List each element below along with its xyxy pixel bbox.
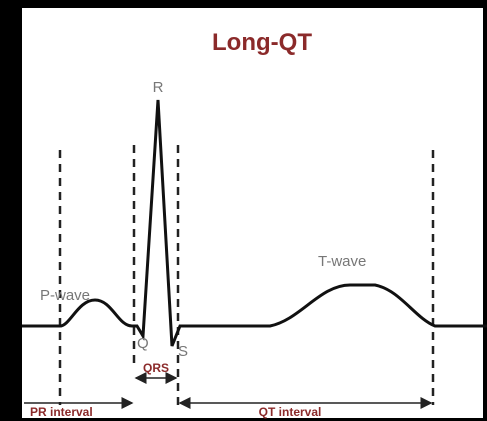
pr-interval-label: PR interval bbox=[30, 405, 93, 419]
s-label: S bbox=[178, 343, 188, 360]
qrs-label: QRS bbox=[143, 361, 169, 375]
qt-interval-label: QT interval bbox=[259, 405, 322, 419]
ecg-trace bbox=[22, 99, 487, 347]
q-label: Q bbox=[137, 335, 149, 352]
r-label: R bbox=[153, 79, 164, 96]
panel bbox=[22, 8, 483, 418]
t-wave-label: T-wave bbox=[318, 253, 366, 270]
title: Long-QT bbox=[212, 29, 312, 56]
p-wave-label: P-wave bbox=[40, 287, 90, 304]
